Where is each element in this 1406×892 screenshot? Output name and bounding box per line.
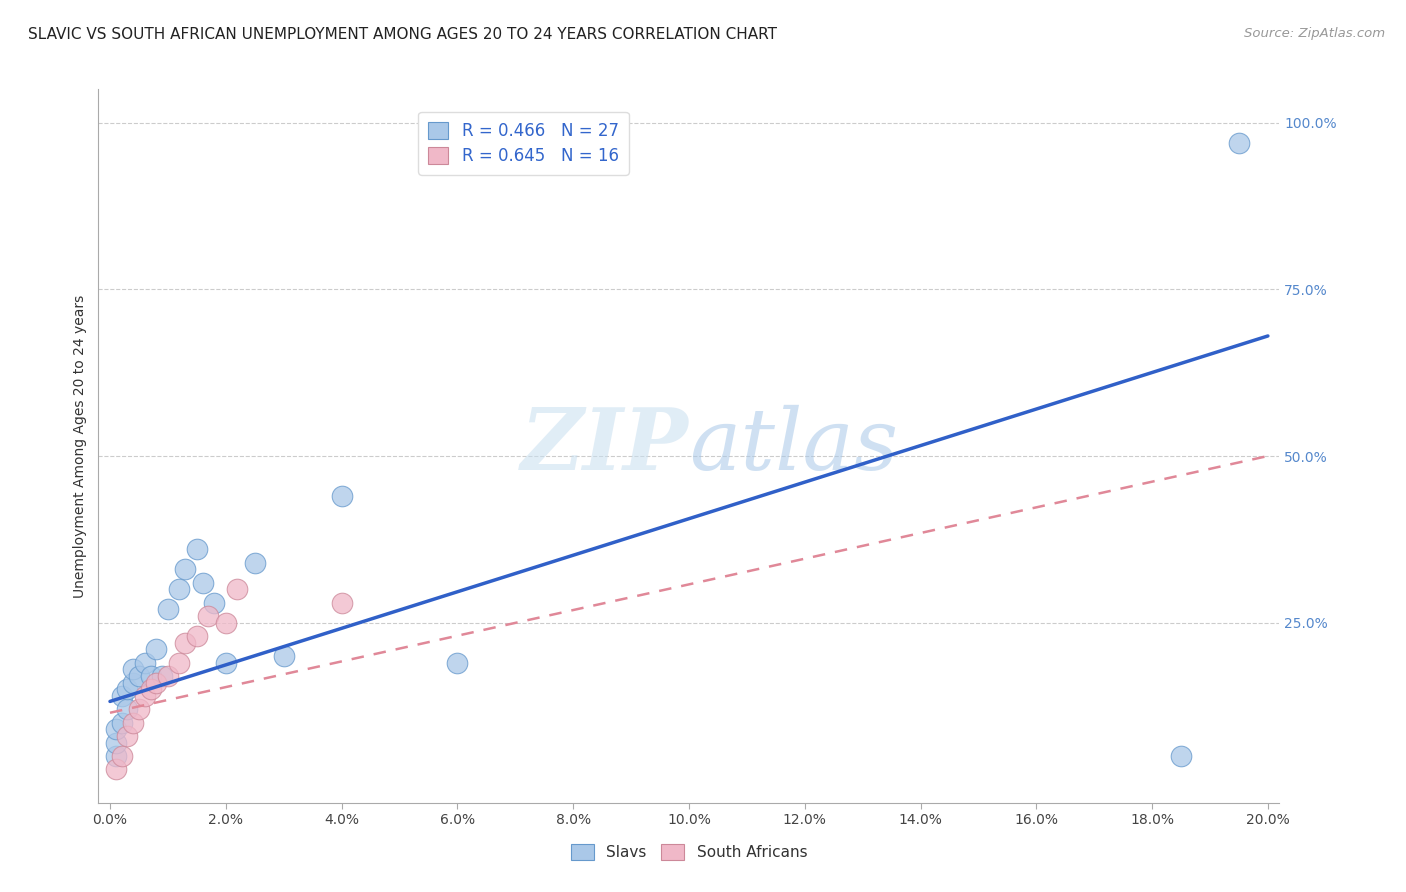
Point xyxy=(197,609,219,624)
Y-axis label: Unemployment Among Ages 20 to 24 years: Unemployment Among Ages 20 to 24 years xyxy=(73,294,87,598)
Point xyxy=(243,556,266,570)
Point xyxy=(110,715,132,730)
Point xyxy=(122,675,145,690)
Point xyxy=(117,682,139,697)
Point xyxy=(186,542,208,557)
Point xyxy=(226,582,249,597)
Point xyxy=(134,689,156,703)
Point xyxy=(139,682,162,697)
Point xyxy=(122,715,145,730)
Text: ZIP: ZIP xyxy=(522,404,689,488)
Point xyxy=(330,596,353,610)
Legend: R = 0.466   N = 27, R = 0.645   N = 16: R = 0.466 N = 27, R = 0.645 N = 16 xyxy=(419,112,628,175)
Point xyxy=(174,636,197,650)
Point xyxy=(191,575,214,590)
Point xyxy=(139,669,162,683)
Point xyxy=(186,629,208,643)
Point xyxy=(156,669,179,683)
Legend: Slavs, South Africans: Slavs, South Africans xyxy=(565,838,813,866)
Point xyxy=(1170,749,1192,764)
Point xyxy=(273,649,295,664)
Text: atlas: atlas xyxy=(689,405,898,487)
Point xyxy=(1227,136,1250,150)
Point xyxy=(174,562,197,576)
Point xyxy=(104,723,127,737)
Point xyxy=(134,656,156,670)
Point xyxy=(122,662,145,676)
Point xyxy=(145,642,167,657)
Point xyxy=(215,656,238,670)
Point xyxy=(330,489,353,503)
Point xyxy=(169,582,191,597)
Point xyxy=(145,675,167,690)
Point xyxy=(110,749,132,764)
Text: Source: ZipAtlas.com: Source: ZipAtlas.com xyxy=(1244,27,1385,40)
Point xyxy=(117,702,139,716)
Point xyxy=(117,729,139,743)
Point xyxy=(150,669,173,683)
Point xyxy=(202,596,225,610)
Point xyxy=(128,702,150,716)
Point xyxy=(169,656,191,670)
Point xyxy=(156,602,179,616)
Point xyxy=(104,736,127,750)
Point xyxy=(446,656,468,670)
Text: SLAVIC VS SOUTH AFRICAN UNEMPLOYMENT AMONG AGES 20 TO 24 YEARS CORRELATION CHART: SLAVIC VS SOUTH AFRICAN UNEMPLOYMENT AMO… xyxy=(28,27,778,42)
Point xyxy=(104,763,127,777)
Point xyxy=(104,749,127,764)
Point xyxy=(128,669,150,683)
Point xyxy=(110,689,132,703)
Point xyxy=(215,615,238,630)
